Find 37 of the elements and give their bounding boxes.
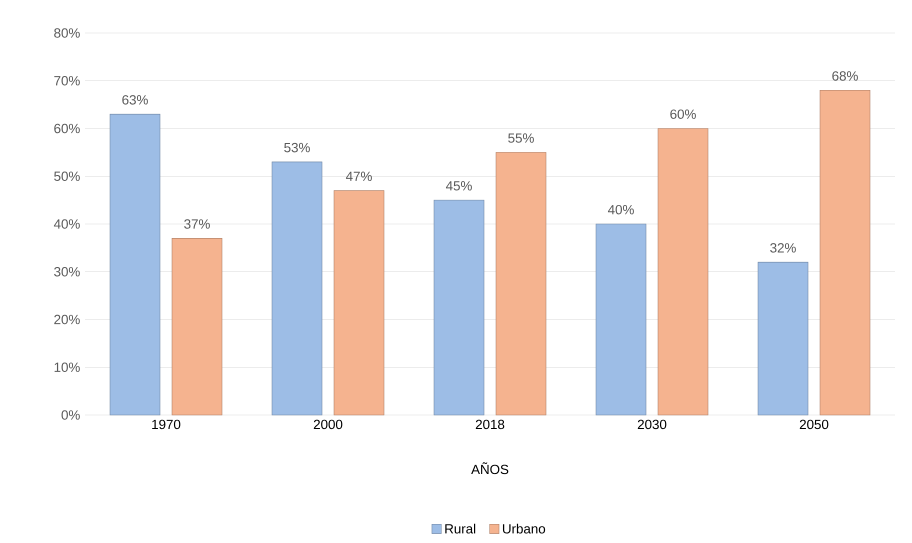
bar — [110, 114, 160, 416]
data-label: 40% — [608, 204, 634, 214]
data-label: 37% — [184, 219, 210, 229]
y-tick-label: 0% — [62, 410, 80, 420]
data-label: 47% — [346, 172, 372, 181]
data-label: 60% — [670, 109, 696, 119]
legend-label: Urbano — [502, 524, 546, 534]
y-tick-label: 10% — [54, 362, 80, 372]
y-tick-label: 70% — [54, 76, 80, 86]
bar — [658, 128, 708, 416]
data-label: 55% — [508, 133, 534, 143]
y-tick-label: 50% — [54, 172, 80, 181]
y-tick-label: 60% — [54, 124, 80, 134]
y-tick-label: 80% — [54, 28, 80, 38]
data-label: 68% — [832, 71, 858, 81]
data-label: 45% — [446, 181, 472, 191]
x-tick-label: 1970 — [152, 420, 180, 430]
data-label: 32% — [770, 243, 796, 253]
y-tick-label: 40% — [54, 219, 80, 229]
x-tick-label: 2050 — [800, 420, 828, 430]
data-label: 63% — [122, 95, 148, 105]
data-label: 53% — [284, 142, 310, 152]
x-tick-label: 2030 — [638, 420, 666, 430]
legend-label: Rural — [445, 524, 476, 534]
bar — [334, 190, 384, 416]
bar — [172, 238, 222, 416]
x-tick-label: 2000 — [314, 420, 342, 430]
bar — [496, 152, 546, 416]
y-tick-label: 30% — [54, 267, 80, 276]
bar — [758, 262, 808, 416]
bar — [820, 90, 870, 416]
y-tick-label: 20% — [54, 314, 80, 324]
x-axis-title: AÑOS — [471, 462, 508, 474]
x-tick-label: 2018 — [476, 420, 504, 430]
bar — [434, 200, 484, 416]
bar — [272, 162, 322, 416]
bar — [596, 224, 646, 416]
